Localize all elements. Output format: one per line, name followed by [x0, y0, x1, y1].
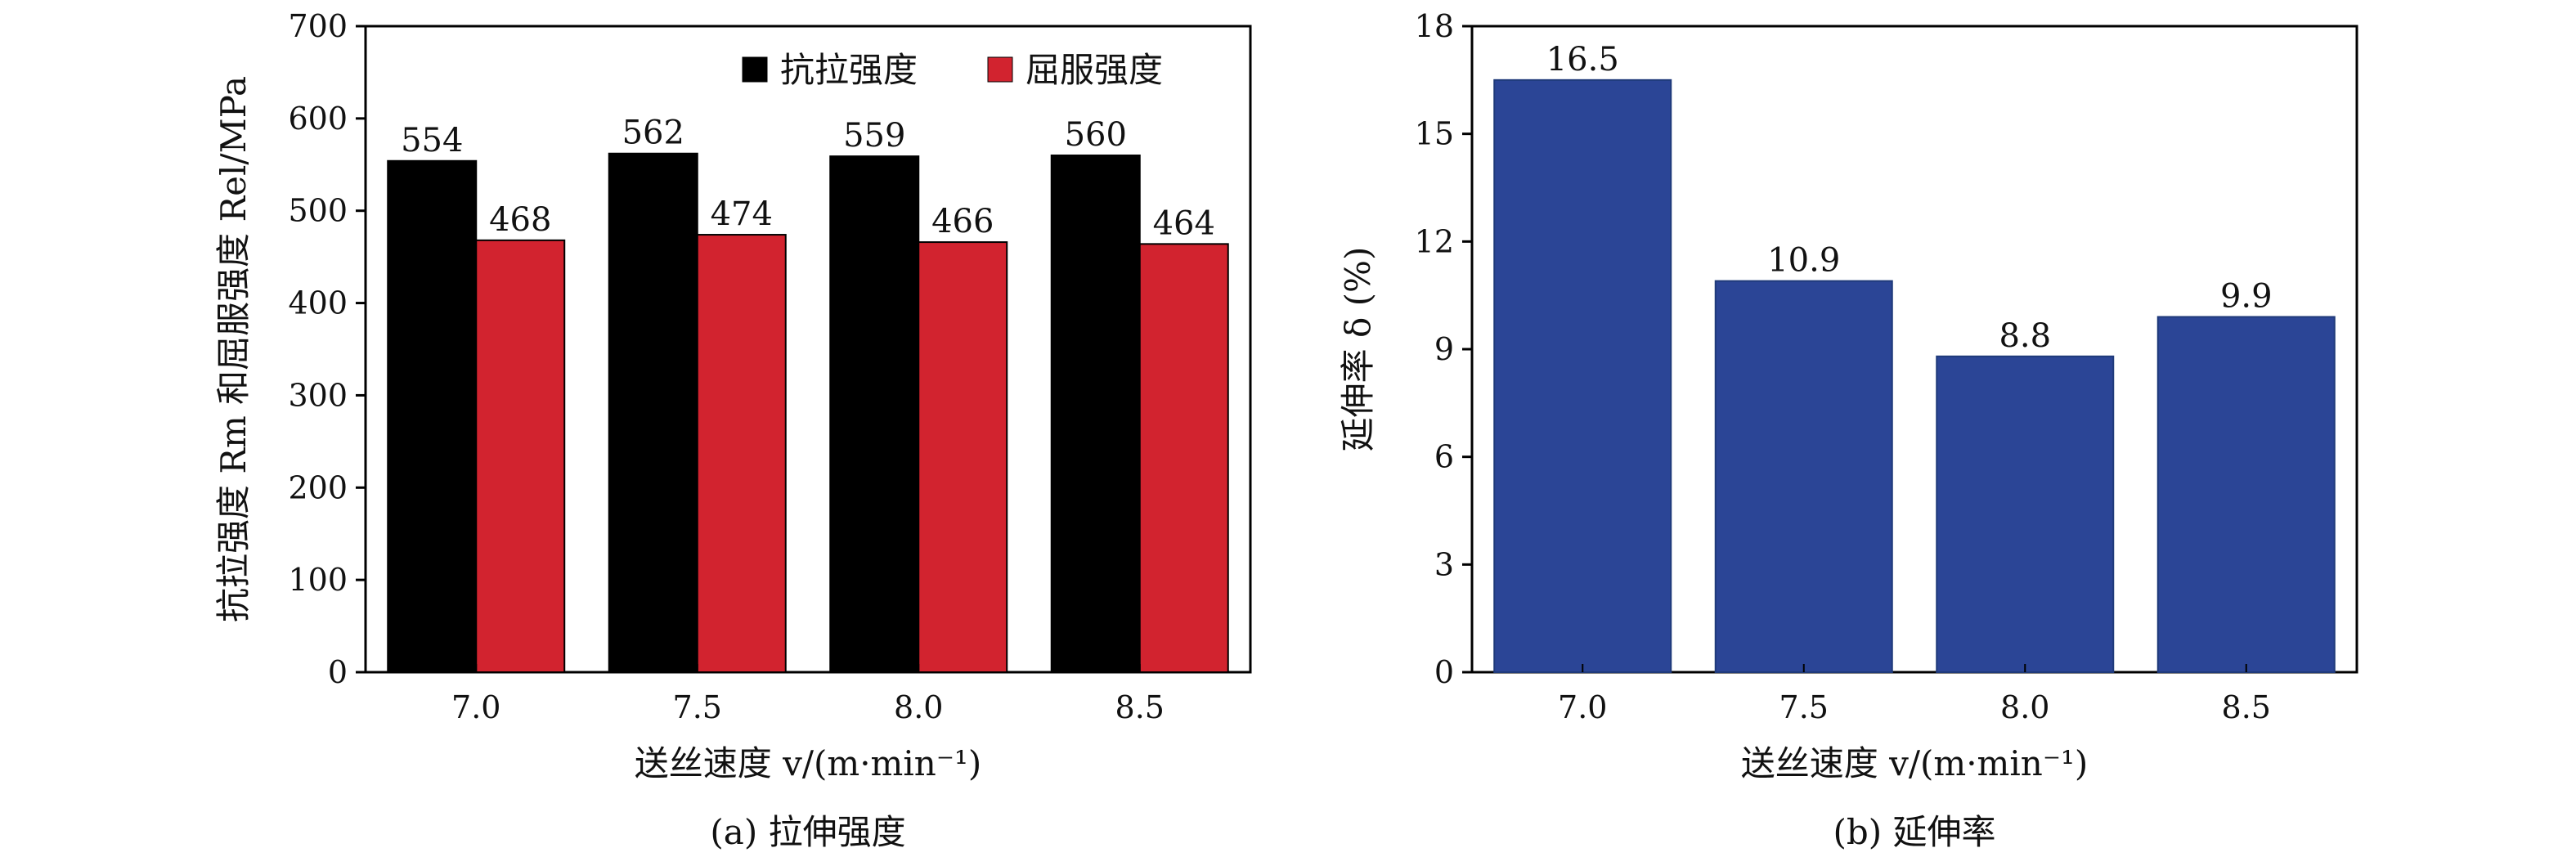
y-tick-label: 200 — [288, 469, 348, 505]
y-tick-label: 600 — [288, 101, 348, 137]
x-ticks-a: 7.0 7.5 8.0 8.5 — [451, 664, 1165, 725]
x-ticks-b: 7.0 7.5 8.0 8.5 — [1558, 664, 2271, 725]
bar-tensile-7.0 — [387, 159, 478, 673]
y-tick-label: 0 — [328, 654, 348, 690]
y-tick-label: 0 — [1434, 654, 1454, 690]
bar-tensile-8.0 — [829, 155, 920, 673]
x-tick-label: 7.0 — [451, 689, 500, 725]
x-tick-label: 7.0 — [1558, 689, 1607, 725]
x-tick-label: 8.0 — [894, 689, 943, 725]
bar-tensile-8.5 — [1050, 155, 1141, 673]
panel-b-elongation: 0 3 6 9 12 15 18 16.5 10.9 8.8 9.9 7.0 7.5 8.0 8.5 延… — [1338, 8, 2358, 852]
x-tick-label: 8.5 — [2222, 689, 2271, 725]
y-tick-label: 9 — [1434, 331, 1454, 367]
y-axis-label-b: 延伸率 δ (%) — [1338, 247, 1378, 452]
y-tick-label: 12 — [1415, 223, 1454, 259]
data-label: 10.9 — [1767, 242, 1840, 280]
y-tick-label: 6 — [1434, 439, 1454, 475]
legend-swatch-yield — [987, 56, 1013, 83]
legend-label-yield: 屈服强度 — [1025, 50, 1163, 90]
data-label: 474 — [711, 195, 773, 233]
data-label: 9.9 — [2220, 278, 2273, 316]
caption-a: (a) 拉伸强度 — [710, 812, 905, 852]
y-tick-label: 400 — [288, 285, 348, 321]
data-label: 468 — [489, 201, 551, 239]
x-axis-label-b: 送丝速度 v/(m·min⁻¹) — [1741, 743, 2089, 783]
legend-swatch-tensile — [742, 56, 768, 83]
x-tick-label: 8.0 — [2000, 689, 2049, 725]
legend-label-tensile: 抗拉强度 — [780, 50, 918, 90]
plot-frame-a — [364, 25, 1252, 674]
x-axis-label-a: 送丝速度 v/(m·min⁻¹) — [635, 743, 982, 783]
x-tick-label: 7.5 — [1779, 689, 1829, 725]
bar-yield-8.5 — [1138, 243, 1229, 674]
y-tick-label: 15 — [1415, 116, 1454, 152]
caption-b: (b) 延伸率 — [1833, 812, 1995, 852]
y-tick-label: 700 — [288, 8, 348, 44]
data-label: 560 — [1065, 116, 1127, 154]
bars-b: 16.5 10.9 8.8 9.9 — [1493, 41, 2336, 674]
data-label: 464 — [1153, 204, 1215, 242]
y-tick-label: 3 — [1434, 546, 1454, 582]
y-tick-label: 500 — [288, 193, 348, 229]
bar-yield-7.0 — [475, 239, 566, 674]
y-ticks-a: 0 100 200 300 400 500 600 700 — [288, 8, 366, 690]
data-label: 16.5 — [1546, 41, 1619, 79]
legend-a: 抗拉强度 屈服强度 — [742, 50, 1163, 90]
bar-elongation-7.5 — [1714, 280, 1893, 673]
bar-elongation-8.0 — [1936, 355, 2115, 673]
x-tick-label: 7.5 — [673, 689, 722, 725]
y-tick-label: 100 — [288, 562, 348, 598]
y-tick-label: 18 — [1415, 8, 1454, 44]
y-ticks-b: 0 3 6 9 12 15 18 — [1415, 8, 1472, 690]
data-label: 559 — [843, 117, 905, 155]
bar-elongation-8.5 — [2156, 316, 2336, 673]
bar-yield-7.5 — [696, 234, 787, 673]
data-label: 562 — [622, 114, 684, 152]
bar-tensile-7.5 — [608, 152, 698, 673]
y-axis-label-a: 抗拉强度 Rm 和屈服强度 Rel/MPa — [213, 76, 254, 622]
data-label: 466 — [931, 203, 994, 240]
bars-a: 554 468 562 474 559 466 560 464 — [387, 114, 1229, 674]
x-tick-label: 8.5 — [1115, 689, 1165, 725]
bar-yield-8.0 — [918, 241, 1008, 674]
data-label: 554 — [401, 122, 463, 159]
bar-elongation-7.0 — [1493, 79, 1672, 674]
panel-a-tensile-strength: 0 100 200 300 400 500 600 700 554 468 562 474 559 46… — [213, 8, 1252, 852]
y-tick-label: 300 — [288, 377, 348, 413]
data-label: 8.8 — [1999, 317, 2051, 355]
